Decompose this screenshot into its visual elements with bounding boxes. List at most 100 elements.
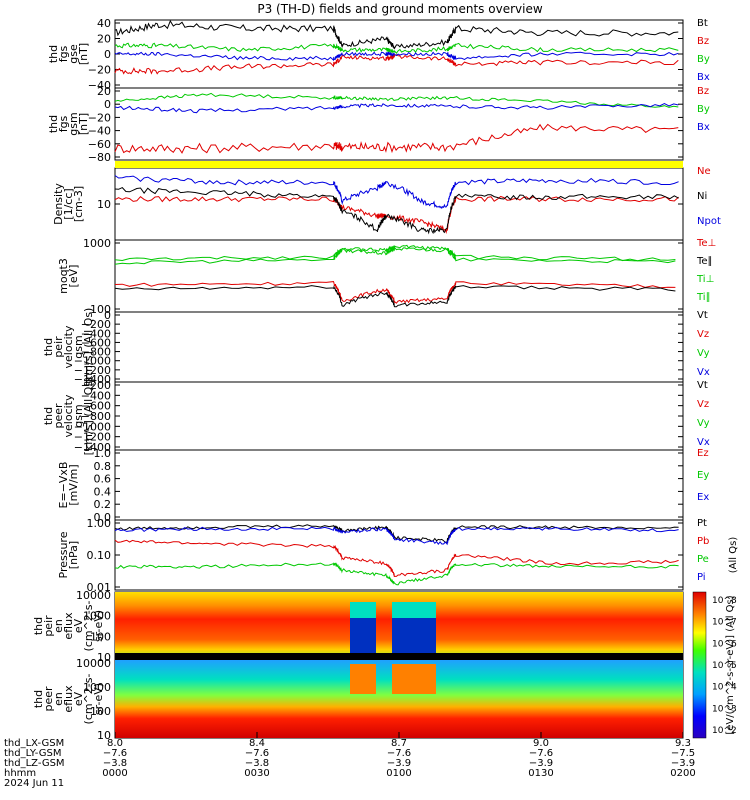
y-tick-label: −1000	[74, 420, 111, 433]
panel-peer_velocity: −200−400−600−800−1000−1200−1400 thdpeerve…	[42, 377, 710, 456]
colorbar-ticks: 10^8 10^7 10^6 10^5 10^4 10^3 10^2	[712, 596, 737, 736]
y-tick-label: 20	[97, 33, 111, 46]
y-tick-label: −800	[81, 410, 111, 423]
y-tick-label: 0.0	[94, 511, 112, 524]
colorbar-tick-label: 10^6	[712, 639, 737, 649]
legend-entry: Vt	[697, 380, 708, 391]
y-tick-label: −1400	[74, 373, 111, 386]
legend-entry: Bt	[697, 18, 708, 29]
legend-entry: Pe	[697, 554, 709, 565]
y-tick-label: 100	[90, 303, 111, 316]
x-tick-label-lz: −3.9	[529, 758, 553, 769]
y-tick-label: 0.8	[94, 460, 112, 473]
y-tick-label: 100	[90, 705, 111, 718]
series-line-Bx	[114, 103, 679, 114]
y-tick-label: 0.01	[87, 581, 112, 594]
x-tick-label-hhmm: 0000	[102, 768, 127, 779]
legend-note: (All Qs)	[728, 537, 739, 574]
series-line-Pe	[114, 562, 679, 586]
y-axis-label: Density	[52, 183, 65, 225]
panel-peir_velocity: 0−200−400−600−800−1000−1200−1400 thdpeirv…	[42, 308, 710, 387]
colorbar-tick-label: 10^8	[712, 596, 737, 606]
y-axis-label: Pressure	[57, 531, 70, 578]
series-line-Te∥	[114, 285, 676, 308]
legend-entry: Pt	[697, 518, 707, 529]
electron-spectrogram	[115, 660, 683, 738]
series-line-By	[114, 92, 679, 108]
x-tick-label-lx: 8.4	[249, 738, 265, 749]
legend-entry: Bz	[697, 86, 709, 97]
y-tick-label: 10000	[76, 657, 111, 670]
y-tick-label: −80	[88, 151, 111, 164]
series-line-Bx	[114, 51, 679, 62]
y-axis-label: [1/cc]	[62, 188, 75, 219]
panel-frame	[114, 449, 684, 521]
y-tick-label: 10	[97, 729, 111, 742]
series-line-Pi	[114, 526, 679, 546]
legend-entry: Te⊥	[696, 238, 716, 249]
y-axis-label: eV	[72, 691, 85, 706]
series-line-Ti∥	[114, 244, 676, 262]
y-axis-label: peer	[42, 686, 55, 712]
y-tick-label: −1200	[74, 431, 111, 444]
y-tick-label: −200	[81, 379, 111, 392]
y-tick-label: −600	[81, 336, 111, 349]
x-tick-label-hhmm: 0100	[386, 768, 411, 779]
x-tick-label-ly: −7.6	[387, 748, 411, 759]
panel-density: 10 Density[1/cc][cm-3] Ne Ni Npot	[52, 166, 721, 241]
yellow-quality-bar	[115, 161, 683, 168]
y-axis-label: sr-eV)	[92, 610, 105, 642]
y-tick-label: −400	[81, 389, 111, 402]
y-tick-label: 10	[97, 198, 111, 211]
y-axis-label: gsm	[72, 335, 85, 358]
y-tick-label: −40	[88, 79, 111, 92]
x-axis-row-label: 2024 Jun 11	[4, 778, 64, 789]
y-tick-label: 0.6	[94, 473, 112, 486]
legend-entry: Ti⊥	[696, 274, 714, 285]
y-axis-label: thd	[32, 617, 45, 635]
legend-entry: Bz	[697, 36, 709, 47]
colorbar-label: [eV/(cm^2-s-sr-eV)] (All Qs)	[725, 595, 736, 734]
y-axis-label: [km/s] (All Qs)	[82, 377, 95, 456]
panel-frame	[114, 87, 684, 161]
legend-entry: Npot	[697, 216, 721, 227]
y-tick-label: −600	[81, 400, 111, 413]
series-line-Te⊥	[114, 281, 676, 304]
x-tick-label-ly: −7.6	[529, 748, 553, 759]
y-axis-label: [cm-3]	[72, 186, 85, 222]
y-axis-label: eV	[72, 618, 85, 633]
x-tick-label-lx: 8.0	[107, 738, 123, 749]
y-tick-label: 0.10	[87, 549, 112, 562]
legend-entry: Ni	[697, 191, 707, 202]
y-tick-label: 0	[104, 309, 111, 322]
x-tick-label-ly: −7.5	[671, 748, 695, 759]
ion-spectrogram	[115, 592, 683, 660]
y-axis-label: thd	[32, 690, 45, 708]
x-tick-label-lz: −3.9	[671, 758, 695, 769]
y-axis-label: (cm^2-s-	[82, 601, 95, 652]
y-axis-label: [nPa]	[67, 541, 80, 569]
x-tick-label-lz: −3.9	[387, 758, 411, 769]
legend-entry: Vx	[697, 367, 710, 378]
panel-frame	[114, 519, 684, 591]
legend-entry: Ti∥	[696, 292, 711, 303]
legend-entry: Vt	[697, 310, 708, 321]
y-tick-label: −1000	[74, 355, 111, 368]
legend-entry: Vy	[697, 348, 710, 359]
y-tick-label: 20	[97, 85, 111, 98]
legend-entry: Ez	[697, 448, 709, 459]
legend-entry: Pb	[697, 536, 709, 547]
y-tick-label: −1400	[74, 441, 111, 454]
panel-pressure: 1.00 0.10 0.01 Pressure[nPa] Pt Pb Pe Pi (All Qs…	[57, 517, 739, 594]
y-tick-label: 0	[104, 48, 111, 61]
y-tick-label: −800	[81, 346, 111, 359]
y-axis-label: gsm	[67, 112, 80, 135]
series-line-Ti⊥	[114, 246, 676, 265]
panel-temperature: 1000 100 moqt3[eV] Te⊥ Te∥ Ti⊥ Ti∥	[57, 237, 716, 316]
series-line-Pt	[114, 524, 679, 544]
series-line-Bt	[114, 19, 679, 50]
y-tick-label: 1000	[83, 681, 111, 694]
colorbar-tick-label: 10^5	[712, 661, 737, 671]
y-tick-label: −200	[81, 318, 111, 331]
y-tick-label: −400	[81, 327, 111, 340]
